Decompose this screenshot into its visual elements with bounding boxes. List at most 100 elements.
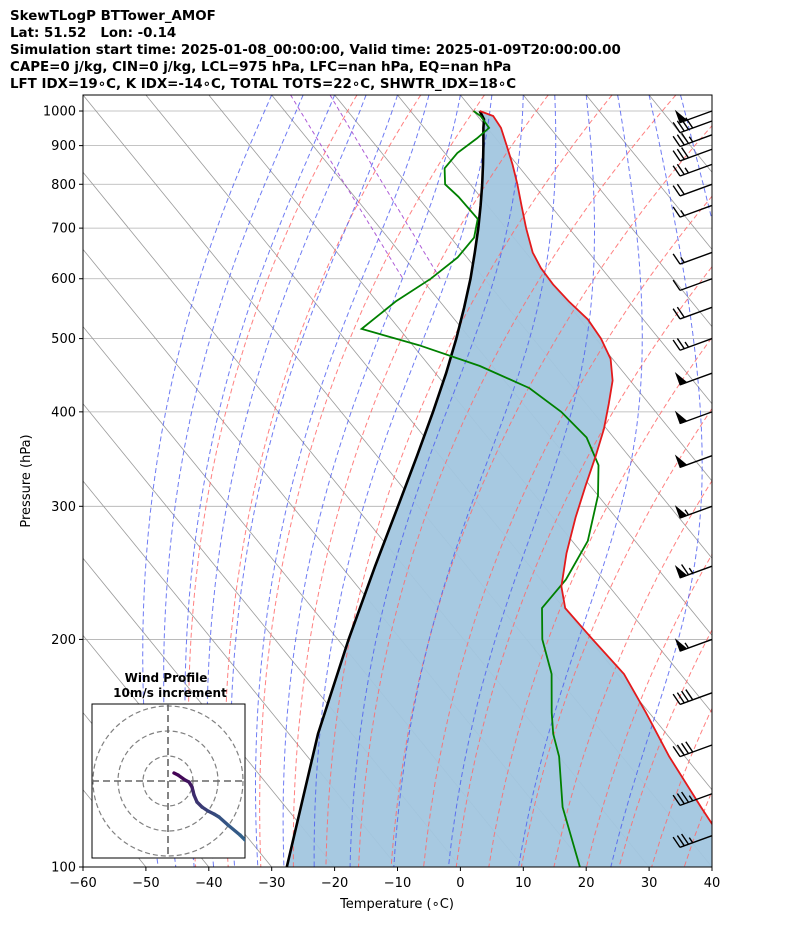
dry-adiabat-line (520, 407, 712, 867)
barb-pennant (674, 454, 688, 468)
barb-flag (676, 134, 685, 146)
barb-flag (672, 206, 681, 218)
mixing-ratio-lines (290, 95, 441, 279)
isotherm-line (585, 95, 712, 251)
moist-adiabat-line (282, 95, 461, 867)
wind-barb (672, 278, 713, 292)
wind-barb (672, 337, 713, 351)
barb-staff (679, 134, 713, 148)
barb-half-flag (688, 795, 694, 802)
wind-barb (672, 251, 713, 265)
barb-flag (681, 118, 690, 130)
barb-flag (681, 690, 690, 702)
barb-pennant (674, 371, 688, 386)
barb-flag (672, 339, 681, 351)
y-tick-label: 100 (51, 861, 76, 876)
y-tick-label: 200 (51, 633, 76, 648)
wind-barb (672, 163, 713, 177)
wind-barb (672, 741, 713, 758)
moist-adiabat-line (142, 95, 273, 867)
barb-flag (676, 793, 685, 805)
header-times: Simulation start time: 2025-01-08_00:00:… (10, 43, 621, 58)
x-tick-label: −30 (258, 876, 285, 891)
dewpoint-line (359, 110, 600, 867)
barb-flag (672, 745, 681, 758)
barb-half-flag (688, 837, 694, 844)
y-tick-label: 300 (51, 500, 76, 515)
isotherm-line (334, 95, 712, 559)
chart-header: SkewTLogP BTTower_AMOF Lat: 51.52 Lon: -… (10, 8, 621, 93)
barb-flag (672, 122, 681, 134)
dry-adiabat-line (224, 95, 422, 867)
y-tick-label: 900 (51, 139, 76, 154)
barb-half-flag (684, 509, 690, 516)
header-indices: LFT IDX=19∘C, K IDX=-14∘C, TOTAL TOTS=22… (10, 77, 517, 92)
wind-barb (674, 410, 713, 425)
wind-barb (674, 371, 713, 386)
barb-half-flag (688, 136, 694, 143)
barb-flag (672, 794, 681, 806)
shaded-region (286, 111, 712, 867)
inset-title: Wind Profile (125, 671, 208, 685)
dry-adiabat-line (390, 124, 712, 867)
barb-staff (679, 204, 713, 218)
barb-flag (672, 279, 681, 291)
moist-adiabat-line (184, 95, 336, 867)
dry-adiabat-line (749, 95, 794, 867)
y-tick-label: 600 (51, 272, 76, 287)
barb-staff (679, 835, 713, 848)
x-axis-label: Temperature (∘C) (339, 897, 454, 912)
dry-adiabat-line (188, 95, 358, 867)
dry-adiabat-line (325, 95, 613, 867)
cape-shading (286, 111, 712, 867)
moist-adiabat-line (163, 95, 304, 867)
barb-staff (679, 744, 713, 758)
hodograph-segment (238, 833, 245, 843)
dry-adiabat-line (782, 95, 794, 867)
barb-flag (681, 742, 690, 754)
isotherm-line (460, 95, 712, 405)
barb-flag (676, 744, 685, 756)
wind-barb (672, 183, 713, 197)
isotherm-line (83, 866, 84, 867)
header-cape-cin: CAPE=0 j/kg, CIN=0 j/kg, LCL=975 hPa, LF… (10, 60, 512, 75)
dry-adiabat-line (586, 553, 712, 867)
x-tick-label: −10 (384, 876, 411, 891)
hodograph-segment (226, 823, 242, 837)
dry-adiabat-line (651, 707, 712, 867)
x-tick-label: −40 (195, 876, 222, 891)
x-tick-label: 40 (704, 876, 721, 891)
parcel-path-line (285, 110, 486, 867)
isotherm-line (83, 480, 398, 867)
barb-flag (685, 117, 694, 129)
barb-half-flag (684, 642, 690, 649)
barb-flag (676, 306, 685, 318)
y-axis-label: Pressure (hPa) (19, 434, 34, 527)
moist-adiabat-line (610, 95, 703, 867)
barb-half-flag (684, 167, 690, 174)
barb-flag (676, 835, 685, 847)
moist-adiabats (142, 95, 712, 867)
barb-flag (672, 308, 681, 320)
barb-flag (672, 836, 681, 848)
wind-barb (672, 689, 713, 706)
dry-adiabat-line (259, 95, 485, 867)
header-location: Lat: 51.52 Lon: -0.14 (10, 26, 177, 41)
barb-flag (672, 150, 681, 162)
wind-barb (672, 147, 713, 162)
y-tick-label: 1000 (43, 105, 76, 120)
barb-flag (672, 185, 681, 197)
wind-barb (672, 132, 713, 148)
moist-adiabat-line (229, 95, 398, 867)
wind-barb (674, 638, 713, 652)
barb-flag (676, 120, 685, 132)
wind-barb (672, 833, 713, 848)
barb-staff (679, 148, 713, 162)
moist-adiabat-line (313, 95, 493, 867)
barb-staff (679, 337, 713, 351)
barb-flag (672, 253, 681, 265)
barb-flag (676, 338, 685, 350)
barb-flag (681, 132, 690, 144)
barb-pennant (674, 505, 688, 519)
